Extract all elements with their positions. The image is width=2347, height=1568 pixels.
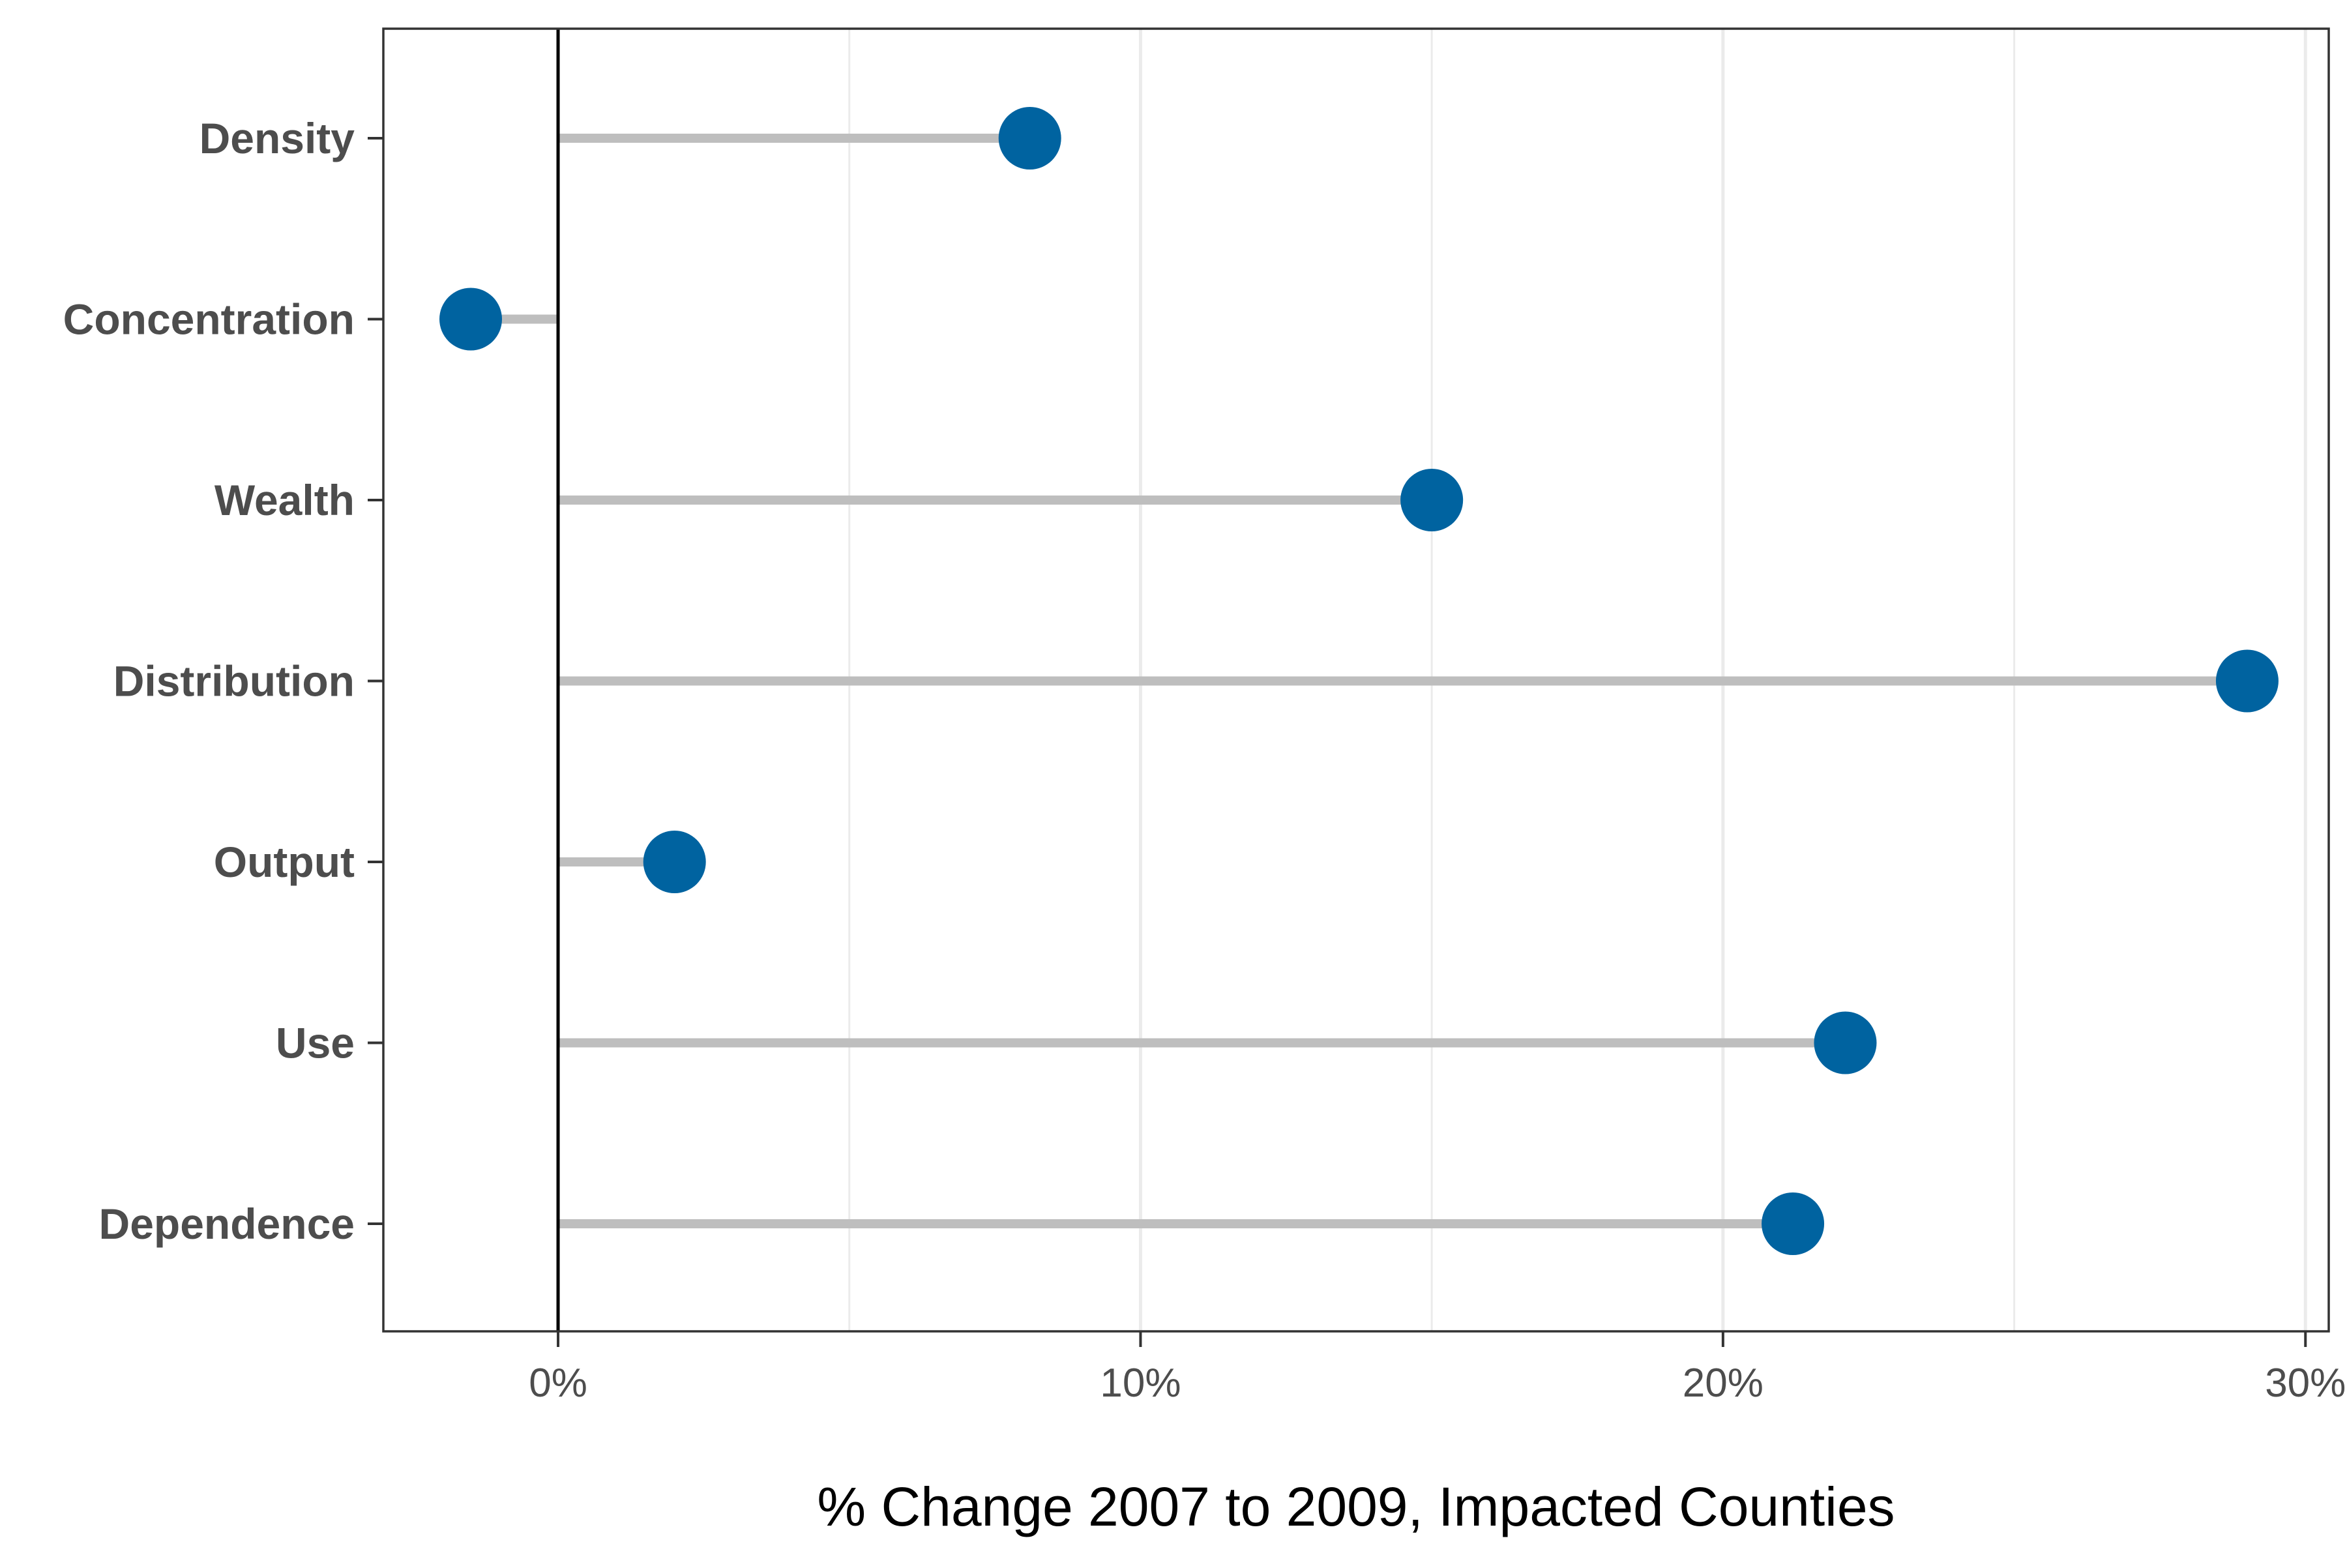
x-tick-label: 10% [1100,1361,1181,1406]
points [439,107,2279,1255]
category-label-distribution: Distribution [113,657,355,705]
category-label-use: Use [276,1019,355,1067]
category-label-wealth: Wealth [214,476,355,524]
x-axis-ticks [557,1331,2307,1347]
point-concentration [439,288,503,351]
y-axis-ticks [368,137,383,1225]
x-tick-label: 20% [1683,1361,1764,1406]
category-label-concentration: Concentration [63,295,355,344]
y-axis-labels: Density Concentration Wealth Distribution Ou… [63,114,355,1248]
point-dependence [1762,1192,1825,1255]
x-axis-tick-labels: 0% 10% 20% 30% [529,1361,2346,1406]
category-label-dependence: Dependence [99,1200,355,1248]
point-wealth [1400,469,1464,531]
point-density [998,107,1061,170]
stems [471,134,2247,1228]
category-label-output: Output [214,838,355,886]
category-label-density: Density [199,114,355,162]
x-axis-title: % Change 2007 to 2009, Impacted Counties [817,1476,1895,1537]
point-use [1814,1011,1877,1074]
x-tick-label: 30% [2265,1361,2346,1406]
x-tick-label: 0% [529,1361,587,1406]
point-output [643,831,706,893]
point-distribution [2215,649,2279,713]
